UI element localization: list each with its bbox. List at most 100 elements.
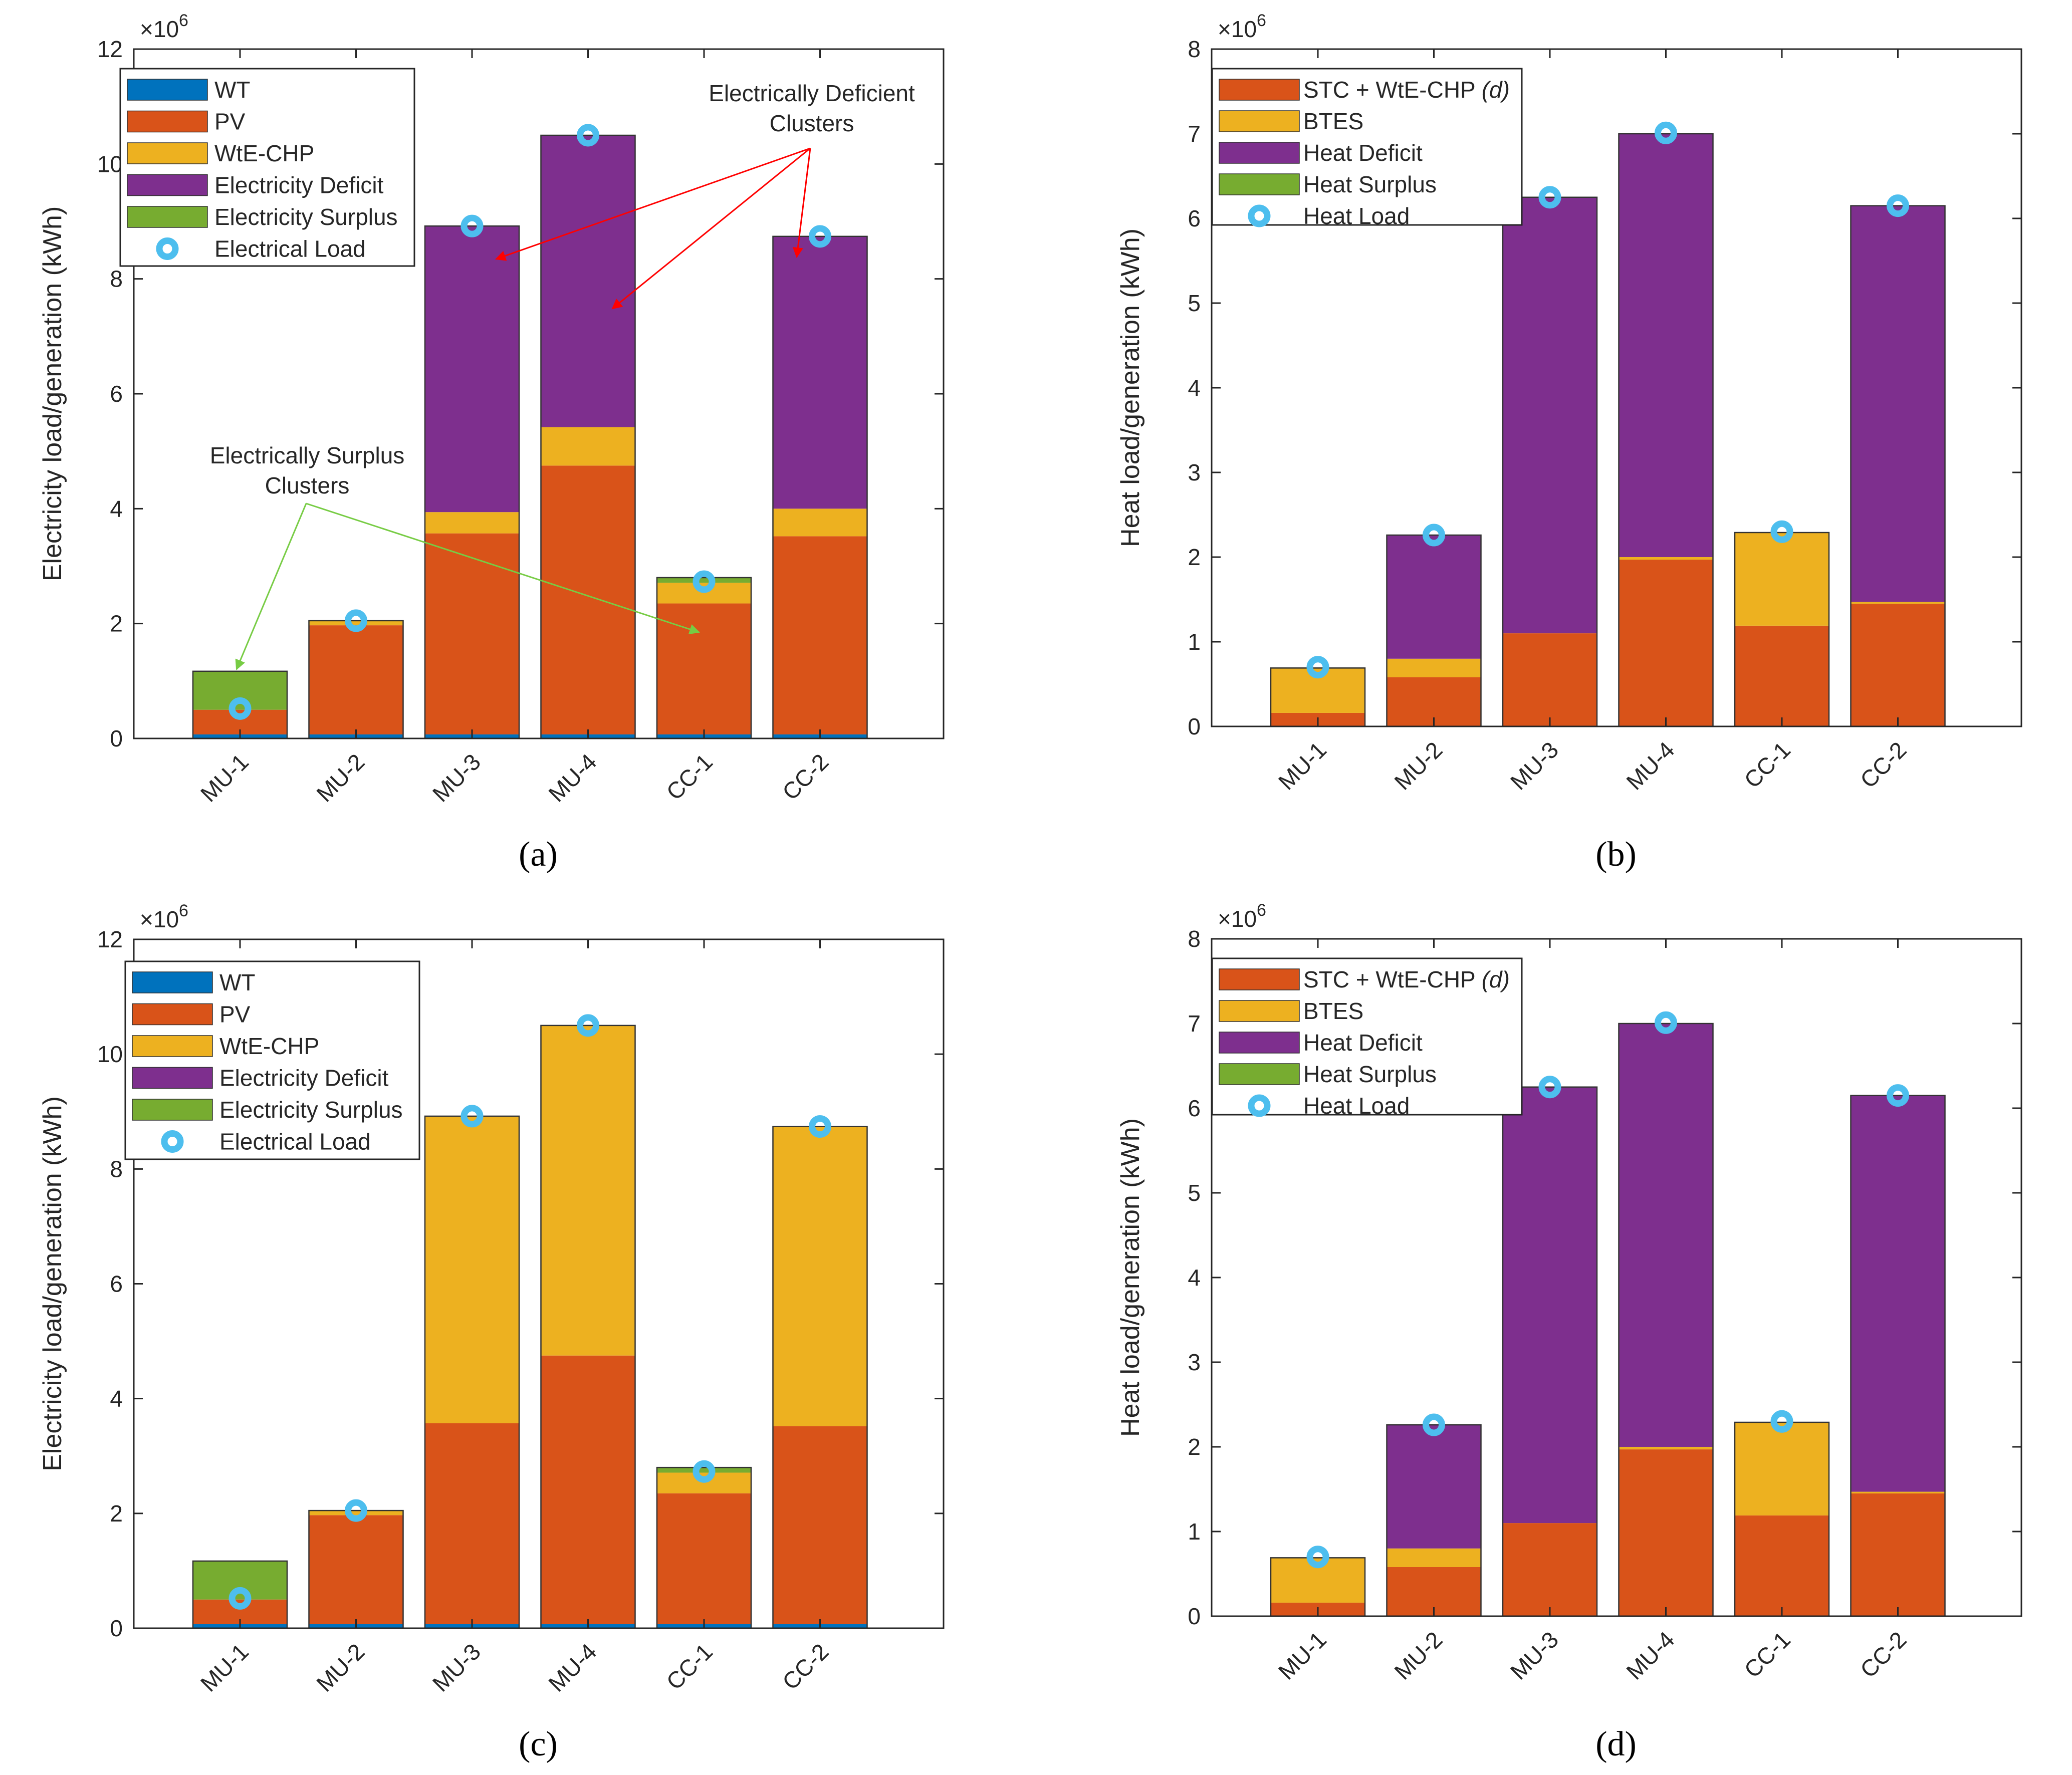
legend-label: STC + WtE-CHP (d) — [1303, 966, 1510, 992]
legend-label: PV — [214, 109, 246, 135]
legend-label: Electrical Load — [219, 1129, 371, 1155]
bar-cc-1-series-2 — [657, 583, 751, 604]
legend: WT PV WtE-CHP Electricity Deficit Electricit… — [124, 960, 420, 1160]
legend-label: Heat Surplus — [1303, 1061, 1437, 1087]
bar-cc-2-series-2 — [1851, 1095, 1945, 1492]
y-tick-label: 0 — [1188, 713, 1201, 739]
y-tick-label: 2 — [1188, 544, 1201, 570]
legend-label: Electricity Deficit — [214, 172, 384, 198]
y-tick-label: 0 — [110, 725, 123, 751]
bar-mu-3-series-0 — [1503, 1523, 1597, 1616]
y-tick-label: 12 — [97, 926, 123, 952]
bar-mu-3-series-3 — [425, 226, 519, 513]
bar-mu-4-series-0 — [1619, 560, 1713, 726]
load-marker-cc-2 — [809, 225, 831, 248]
panel-caption: (c) — [519, 1725, 558, 1763]
bar-cc-2-series-2 — [1851, 205, 1945, 602]
legend-label: Heat Load — [1303, 1093, 1410, 1119]
bar-mu-4-series-3 — [541, 135, 635, 427]
load-marker-cc-2 — [1887, 194, 1909, 217]
y-tick-label: 2 — [110, 1500, 123, 1527]
load-marker-cc-2 — [1887, 1084, 1909, 1107]
bar-mu-2-series-1 — [309, 1515, 403, 1624]
bar-cc-1-series-1 — [1735, 1422, 1829, 1515]
legend: STC + WtE-CHP (d) BTES Heat Deficit Heat Su… — [1211, 957, 1523, 1119]
bar-cc-2-series-0 — [1851, 603, 1945, 726]
y-tick-label: 5 — [1188, 1180, 1201, 1206]
legend-swatch — [127, 206, 208, 228]
load-marker-mu-3 — [1538, 1076, 1561, 1099]
load-marker-mu-4 — [1655, 121, 1677, 144]
panel-caption: (b) — [1595, 835, 1637, 874]
axis-exponent-label: ×106 — [140, 901, 188, 932]
load-marker-mu-4 — [1655, 1011, 1677, 1034]
legend-swatch — [132, 1067, 213, 1089]
bar-mu-3-series-2 — [1503, 1087, 1597, 1524]
panel-caption: (d) — [1595, 1725, 1637, 1763]
bar-cc-2-series-1 — [773, 1426, 867, 1624]
bar-mu-3-series-1 — [425, 1423, 519, 1624]
annotation-surplus-line1: Electrically Surplus — [210, 442, 405, 468]
y-tick-label: 6 — [110, 1271, 123, 1297]
bar-cc-2-series-1 — [1851, 1491, 1945, 1493]
bar-mu-4-series-1 — [1619, 1447, 1713, 1450]
bar-mu-4-series-2 — [1619, 134, 1713, 557]
y-tick-label: 3 — [1188, 459, 1201, 485]
bar-cc-1-series-0 — [1735, 625, 1829, 726]
load-marker-mu-1 — [228, 697, 252, 720]
y-axis-label: Electricity load/generation (kWh) — [38, 1096, 67, 1471]
legend-label: WT — [219, 969, 256, 995]
bar-mu-3-series-0 — [1503, 633, 1597, 726]
legend-swatch — [1219, 142, 1300, 164]
legend-label: BTES — [1303, 108, 1363, 134]
bar-mu-4-series-0 — [1619, 1449, 1713, 1616]
legend-swatch — [132, 1099, 213, 1121]
bar-cc-2-series-3 — [773, 236, 867, 509]
legend-swatch — [1219, 968, 1300, 990]
bar-mu-2-series-2 — [1387, 535, 1481, 659]
bar-cc-1-series-1 — [657, 603, 751, 734]
bar-mu-4-series-2 — [541, 1025, 635, 1356]
y-tick-label: 3 — [1188, 1349, 1201, 1375]
bar-cc-1-series-2 — [657, 1472, 751, 1493]
bar-cc-1-series-4 — [657, 1467, 751, 1473]
y-tick-label: 10 — [97, 151, 123, 177]
legend-label: Heat Load — [1303, 203, 1410, 229]
legend-swatch — [127, 79, 208, 101]
legend-swatch — [1219, 110, 1300, 132]
legend-box — [119, 68, 415, 267]
legend-label: Heat Surplus — [1303, 171, 1437, 197]
y-tick-label: 2 — [1188, 1434, 1201, 1460]
y-tick-label: 12 — [97, 36, 123, 62]
y-axis-label: Heat load/generation (kWh) — [1116, 1118, 1145, 1437]
y-axis-label: Electricity load/generation (kWh) — [38, 206, 67, 582]
legend-swatch — [1219, 173, 1300, 195]
bar-cc-2-series-2 — [773, 1126, 867, 1426]
y-tick-label: 1 — [1188, 629, 1201, 655]
legend-label: Electricity Deficit — [219, 1065, 389, 1091]
legend-label: STC + WtE-CHP (d) — [1303, 77, 1510, 103]
annotation-deficient-arrow-2 — [792, 148, 811, 259]
y-tick-label: 6 — [110, 381, 123, 407]
load-marker-mu-3 — [461, 1105, 484, 1128]
legend-label: Electricity Surplus — [219, 1097, 403, 1123]
legend-swatch — [127, 174, 208, 196]
bar-cc-1-series-4 — [657, 577, 751, 583]
bar-mu-2-series-1 — [1387, 1548, 1481, 1567]
annotation-deficient-arrow-0 — [495, 147, 811, 261]
load-marker-mu-1 — [1306, 656, 1329, 679]
legend-swatch — [132, 971, 213, 993]
legend-label: Heat Deficit — [1303, 1030, 1423, 1056]
y-tick-label: 4 — [1188, 1264, 1201, 1291]
legend-swatch — [127, 142, 208, 164]
legend-label: Electrical Load — [214, 236, 366, 262]
load-marker-cc-1 — [693, 1460, 716, 1483]
y-tick-label: 6 — [1188, 205, 1201, 231]
load-marker-mu-2 — [1423, 524, 1445, 547]
load-marker-cc-1 — [693, 570, 716, 593]
legend-label: WT — [214, 77, 251, 103]
load-marker-cc-1 — [1770, 520, 1793, 543]
